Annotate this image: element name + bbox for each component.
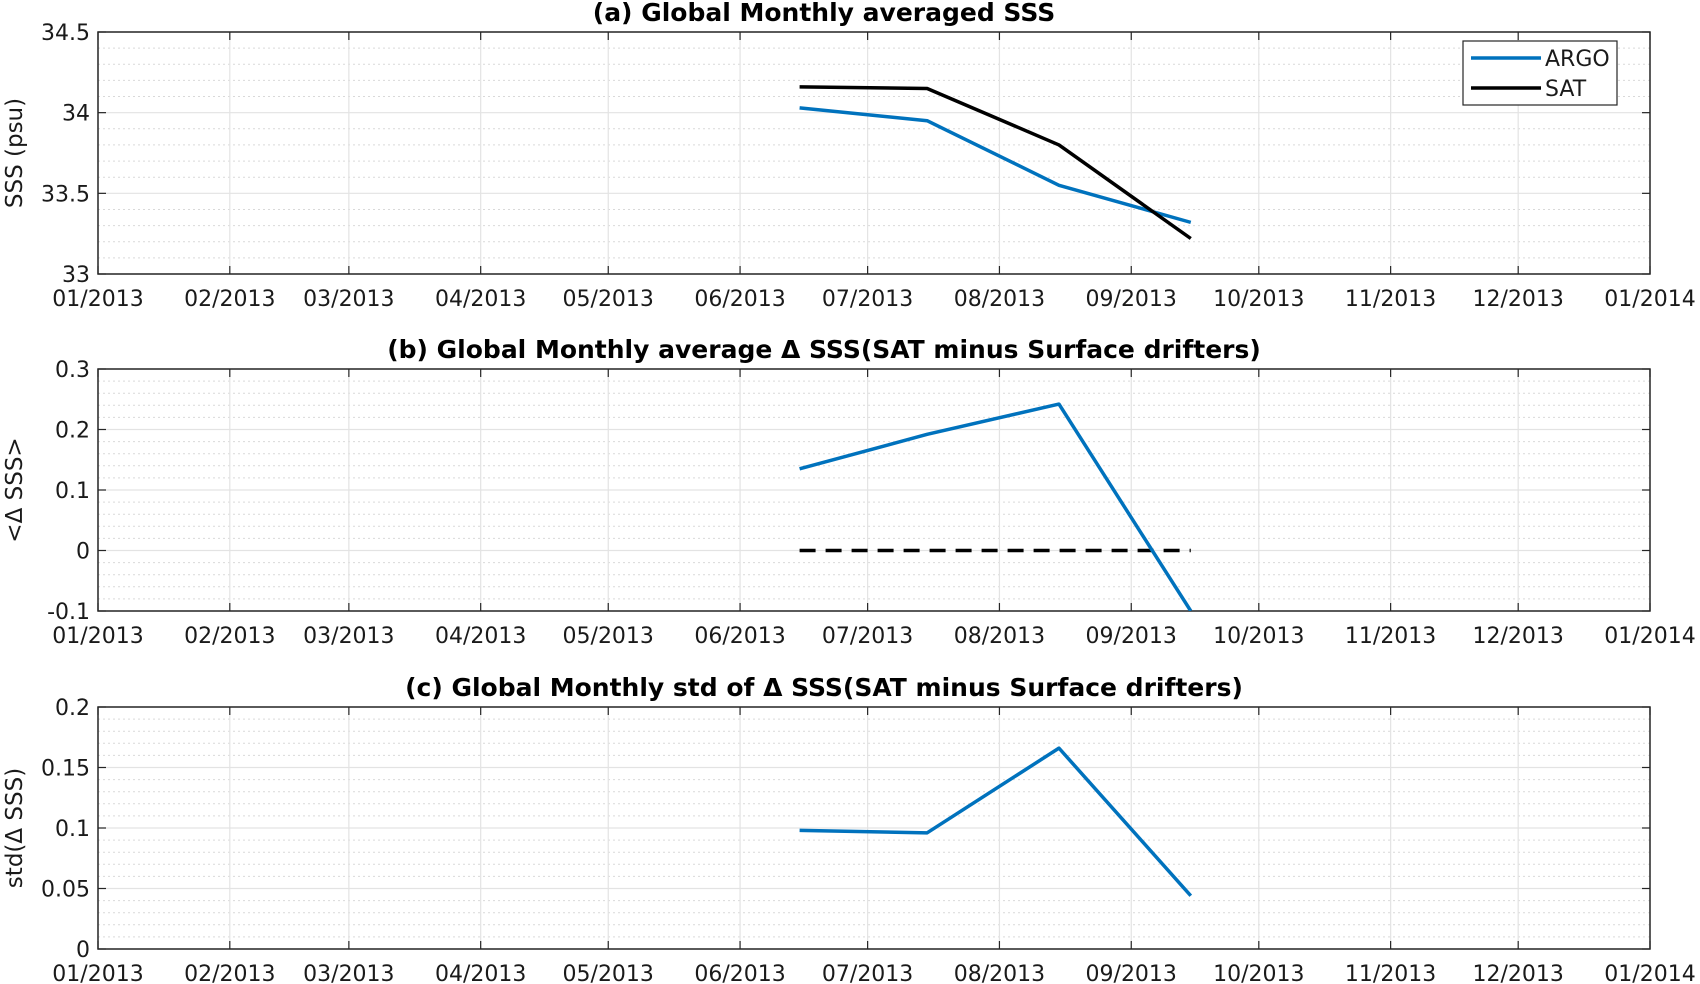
x-tick-label: 10/2013 xyxy=(1213,962,1304,984)
x-tick-label: 07/2013 xyxy=(822,962,913,984)
y-tick-label: 0 xyxy=(76,540,90,565)
y-axis-label: SSS (psu) xyxy=(2,98,28,208)
x-tick-label: 07/2013 xyxy=(822,287,913,312)
x-tick-label: 01/2014 xyxy=(1604,624,1695,649)
x-tick-label: 02/2013 xyxy=(184,624,275,649)
x-tick-label: 06/2013 xyxy=(694,962,785,984)
x-tick-label: 02/2013 xyxy=(184,287,275,312)
series-line-argo xyxy=(799,106,1192,225)
panel-c: 01/2013 02/2013 03/2013 04/2013 05/2013 06/20… xyxy=(2,673,1696,984)
x-tick-label: 05/2013 xyxy=(563,624,654,649)
chart-title: (b) Global Monthly average Δ SSS(SAT min… xyxy=(387,335,1261,364)
x-tick-label: 06/2013 xyxy=(694,287,785,312)
x-tick-label: 11/2013 xyxy=(1345,287,1436,312)
x-tick-label: 04/2013 xyxy=(435,287,526,312)
y-tick-label: 0.1 xyxy=(55,479,90,504)
y-tick-label: 33.5 xyxy=(41,182,90,207)
x-tick-label: 05/2013 xyxy=(563,287,654,312)
x-tick-label: 09/2013 xyxy=(1086,624,1177,649)
x-tick-label: 07/2013 xyxy=(822,624,913,649)
x-tick-label: 11/2013 xyxy=(1345,624,1436,649)
y-tick-label: 0.05 xyxy=(41,878,90,903)
y-tick-label: 33 xyxy=(62,263,90,288)
legend-box xyxy=(1462,40,1618,106)
x-tick-label: 06/2013 xyxy=(694,624,785,649)
y-tick-label: 34 xyxy=(62,102,90,127)
x-tick-label: 08/2013 xyxy=(954,962,1045,984)
series-line-sat xyxy=(799,85,1192,240)
legend-label-argo: ARGO xyxy=(1545,47,1610,72)
series-line-argo xyxy=(799,402,1193,611)
y-tick-label: 0.1 xyxy=(55,817,90,842)
x-tick-label: 01/2014 xyxy=(1604,962,1695,984)
y-tick-label: 0.2 xyxy=(55,419,90,444)
chart-title: (c) Global Monthly std of Δ SSS(SAT minu… xyxy=(405,673,1243,702)
y-axis-label: std(Δ SSS) xyxy=(2,768,28,888)
panel-a: 01/2013 02/2013 03/2013 04/2013 05/2013 06/20… xyxy=(2,0,1696,312)
x-tick-label: 12/2013 xyxy=(1472,624,1563,649)
x-tick-label: 09/2013 xyxy=(1086,287,1177,312)
x-tick-label: 04/2013 xyxy=(435,962,526,984)
x-tick-label: 09/2013 xyxy=(1086,962,1177,984)
x-tick-label: 12/2013 xyxy=(1472,287,1563,312)
x-tick-label: 04/2013 xyxy=(435,624,526,649)
x-tick-label: 01/2013 xyxy=(52,624,143,649)
x-tick-label: 10/2013 xyxy=(1213,287,1304,312)
x-tick-label: 08/2013 xyxy=(954,624,1045,649)
y-tick-label: 34.5 xyxy=(41,21,90,46)
x-tick-label: 08/2013 xyxy=(954,287,1045,312)
y-tick-label: 0.15 xyxy=(41,757,90,782)
series-line-argo xyxy=(799,746,1193,897)
x-tick-label: 11/2013 xyxy=(1345,962,1436,984)
x-tick-label: 01/2013 xyxy=(52,962,143,984)
x-tick-label: 03/2013 xyxy=(303,287,394,312)
x-tick-label: 10/2013 xyxy=(1213,624,1304,649)
chart-title: (a) Global Monthly averaged SSS xyxy=(593,0,1055,27)
x-tick-label: 02/2013 xyxy=(184,962,275,984)
y-tick-label: 0.3 xyxy=(55,358,90,383)
y-tick-label: 0.2 xyxy=(55,696,90,721)
y-axis-label: <Δ SSS> xyxy=(2,437,28,542)
x-tick-label: 12/2013 xyxy=(1472,962,1563,984)
x-tick-label: 01/2013 xyxy=(52,287,143,312)
axes-box xyxy=(97,31,1651,275)
x-tick-label: 01/2014 xyxy=(1604,287,1695,312)
x-tick-label: 05/2013 xyxy=(563,962,654,984)
plot-area xyxy=(98,32,1650,274)
x-tick-label: 03/2013 xyxy=(303,962,394,984)
y-tick-label: -0.1 xyxy=(47,600,90,625)
panel-b: 01/2013 02/2013 03/2013 04/2013 05/2013 06/20… xyxy=(2,335,1696,649)
y-tick-label: 0 xyxy=(76,938,90,963)
x-tick-label: 03/2013 xyxy=(303,624,394,649)
legend-label-sat: SAT xyxy=(1545,77,1587,102)
